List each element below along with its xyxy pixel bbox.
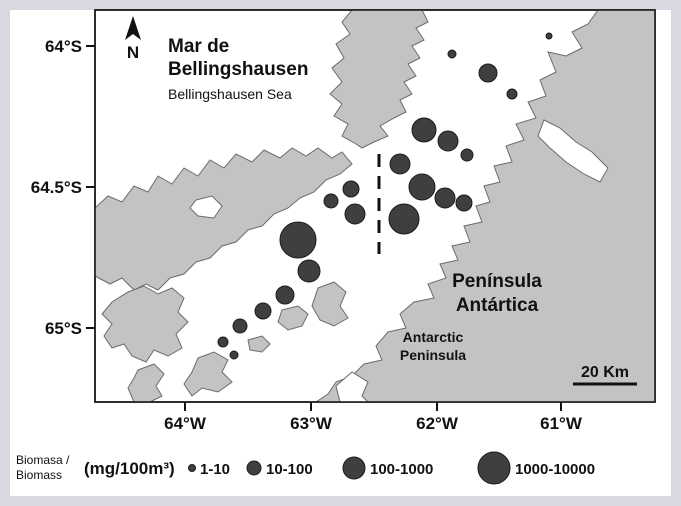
island-small-3 <box>247 335 271 353</box>
biomass-bubble <box>217 336 229 348</box>
sea-name-line1: Mar de <box>168 36 229 57</box>
island-small-5 <box>311 281 349 327</box>
land-name-english-line1: Antarctic <box>403 329 464 345</box>
bay-inlet-2 <box>335 371 369 402</box>
biomass-bubble <box>229 350 239 360</box>
map-border <box>94 9 656 403</box>
y-tick-label: 65°S <box>45 319 82 338</box>
x-tick-label: 64°W <box>164 414 207 433</box>
biomass-bubble <box>254 302 272 320</box>
biomass-bubble <box>388 203 420 235</box>
biomass-bubble <box>275 285 295 305</box>
biomass-bubble <box>411 117 437 143</box>
legend-units: (mg/100m³) <box>84 459 175 478</box>
biomass-bubble <box>297 259 321 283</box>
biomass-bubble <box>447 49 457 59</box>
scale-bar: 20 Km <box>573 364 637 386</box>
biomass-bubble <box>408 173 436 201</box>
land-layer <box>95 10 655 402</box>
north-arrow-icon <box>125 16 141 40</box>
biomass-bubble <box>434 187 456 209</box>
x-tick-label: 62°W <box>416 414 459 433</box>
bay-inlet-3 <box>189 195 223 219</box>
legend-label-class3: 100-1000 <box>370 461 433 478</box>
sea-name-english: Bellingshausen Sea <box>168 86 292 102</box>
x-axis: 64°W 63°W 62°W 61°W <box>164 402 583 433</box>
scale-bar-label: 20 Km <box>581 364 629 381</box>
biomass-bubble <box>389 153 411 175</box>
biomass-bubble-layer <box>217 32 553 360</box>
biomass-bubble <box>323 193 339 209</box>
land-name-english-line2: Peninsula <box>400 347 466 363</box>
legend-title-line2: Biomass <box>16 468 62 482</box>
island-small-4 <box>127 363 165 402</box>
legend-dot-class2 <box>246 460 262 476</box>
biomass-bubble <box>545 32 553 40</box>
land-name-line2: Antártica <box>456 295 539 316</box>
y-axis: 64°S 64.5°S 65°S <box>31 37 95 338</box>
legend-label-class4: 1000-10000 <box>515 461 595 478</box>
biomass-bubble <box>478 63 498 83</box>
legend-dot-class3 <box>342 456 366 480</box>
y-tick-label: 64.5°S <box>31 178 82 197</box>
biomass-bubble <box>455 194 473 212</box>
landmass-top-island <box>329 10 429 149</box>
biomass-bubble <box>344 203 366 225</box>
landmass-nw-archipelago <box>95 147 353 291</box>
y-tick-label: 64°S <box>45 37 82 56</box>
legend-title-line1: Biomasa / <box>16 453 70 467</box>
bay-inlet-1 <box>537 119 609 183</box>
north-indicator: N <box>125 16 141 62</box>
biomass-bubble <box>506 88 518 100</box>
legend-dot-class1 <box>188 464 196 472</box>
landmass-antarctic-peninsula <box>315 10 655 402</box>
island-small-2 <box>277 305 309 331</box>
biomass-bubble <box>342 180 360 198</box>
land-name-line1: Península <box>452 271 542 292</box>
legend-dot-class4 <box>477 451 511 485</box>
biomass-bubble <box>279 221 317 259</box>
x-tick-label: 61°W <box>540 414 583 433</box>
sea-name-line2: Bellingshausen <box>168 59 308 80</box>
biomass-bubble <box>460 148 474 162</box>
x-tick-label: 63°W <box>290 414 333 433</box>
legend-label-class2: 10-100 <box>266 461 313 478</box>
biomass-bubble <box>437 130 459 152</box>
biomass-bubble <box>232 318 248 334</box>
north-label: N <box>127 43 139 62</box>
legend-label-class1: 1-10 <box>200 461 230 478</box>
island-small-1 <box>183 351 233 397</box>
landmass-sw-island <box>101 285 189 363</box>
size-legend: Biomasa / Biomass (mg/100m³) 1-10 10-100… <box>16 451 595 485</box>
